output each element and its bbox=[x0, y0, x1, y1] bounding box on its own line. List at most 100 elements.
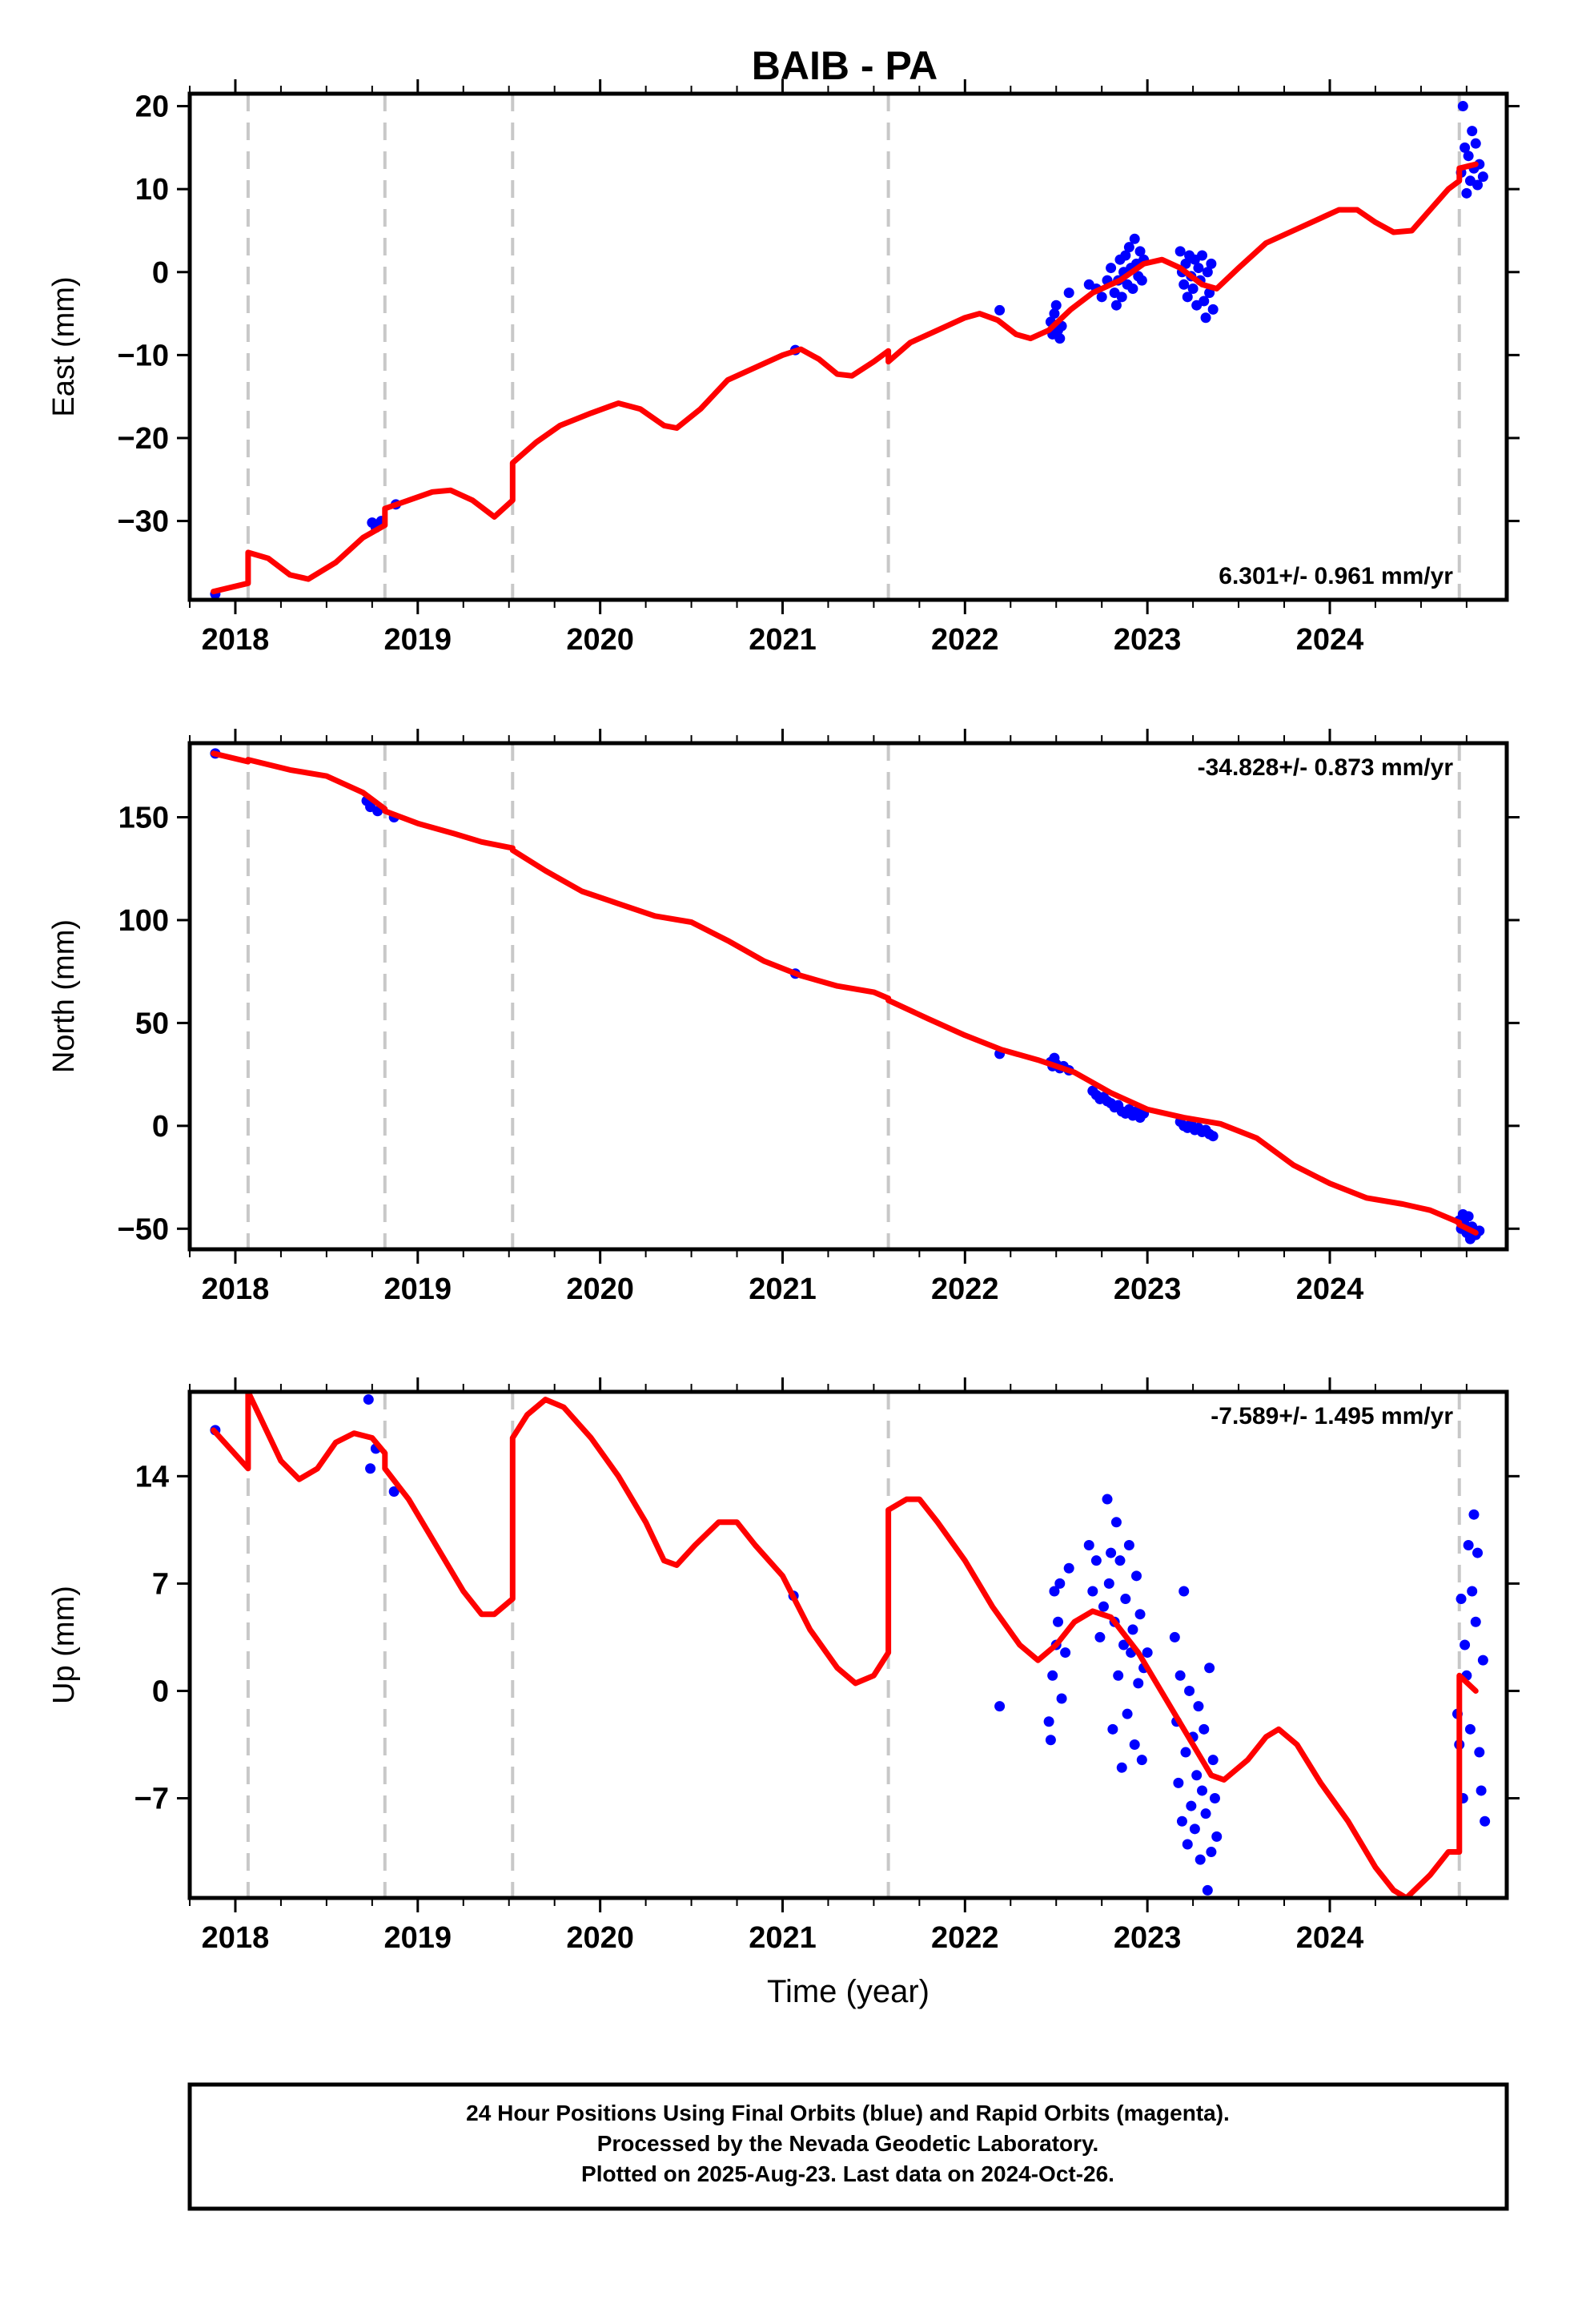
data-point bbox=[1184, 1685, 1195, 1696]
x-tick-label: 2022 bbox=[931, 623, 999, 657]
x-tick-label: 2019 bbox=[384, 1921, 452, 1955]
data-point bbox=[1467, 126, 1478, 137]
y-tick-label: 150 bbox=[118, 801, 169, 834]
data-point bbox=[1460, 142, 1471, 153]
x-tick-label: 2023 bbox=[1114, 1273, 1182, 1306]
data-point bbox=[1103, 1578, 1114, 1589]
x-tick-label: 2022 bbox=[931, 1273, 999, 1306]
y-tick-label: 100 bbox=[118, 904, 169, 938]
data-point bbox=[1470, 1616, 1481, 1627]
data-point bbox=[1209, 1793, 1220, 1804]
data-point bbox=[1197, 1785, 1208, 1796]
data-point bbox=[1477, 1655, 1488, 1666]
data-point bbox=[1182, 292, 1193, 303]
data-point bbox=[1054, 333, 1066, 344]
data-point bbox=[1043, 1716, 1054, 1727]
x-axis-label: Time (year) bbox=[767, 1974, 930, 2009]
data-point bbox=[1173, 1777, 1184, 1788]
data-point bbox=[1127, 283, 1138, 294]
data-point bbox=[1206, 258, 1217, 269]
x-tick-label: 2021 bbox=[749, 1921, 817, 1955]
rate-label: -7.589+/- 1.495 mm/yr bbox=[1211, 1403, 1453, 1429]
data-point bbox=[1202, 1884, 1213, 1896]
data-point bbox=[1098, 1601, 1109, 1612]
figure-title: BAIB - PA bbox=[752, 43, 938, 88]
data-point bbox=[1136, 1755, 1147, 1766]
data-point bbox=[1120, 1594, 1131, 1605]
data-point bbox=[1129, 1739, 1140, 1750]
data-point bbox=[1200, 1808, 1211, 1819]
data-point bbox=[1142, 1647, 1153, 1659]
x-tick-label: 2018 bbox=[202, 1273, 270, 1306]
y-tick-label: −7 bbox=[135, 1783, 169, 1816]
data-point bbox=[1207, 1131, 1219, 1142]
y-tick-label: 0 bbox=[152, 256, 169, 290]
data-point bbox=[1094, 1631, 1106, 1642]
data-point bbox=[1129, 233, 1140, 244]
data-point bbox=[363, 1394, 374, 1405]
data-point bbox=[1118, 1639, 1130, 1651]
data-point bbox=[1174, 1670, 1186, 1681]
data-point bbox=[1083, 1540, 1094, 1551]
data-point bbox=[1120, 250, 1131, 261]
y-tick-label: 0 bbox=[152, 1110, 169, 1144]
data-point bbox=[1090, 1555, 1102, 1566]
data-point bbox=[1476, 1785, 1487, 1796]
data-point bbox=[1206, 1847, 1217, 1858]
footer-box: 24 Hour Positions Using Final Orbits (bl… bbox=[187, 2082, 1509, 2211]
data-point bbox=[1180, 1747, 1191, 1758]
data-point bbox=[1199, 296, 1210, 307]
data-point bbox=[994, 1701, 1006, 1712]
data-point bbox=[1477, 171, 1488, 183]
data-point bbox=[1106, 263, 1117, 274]
data-point bbox=[1049, 308, 1060, 320]
y-axis-label: Up (mm) bbox=[47, 1586, 81, 1704]
data-point bbox=[1174, 246, 1186, 257]
x-tick-label: 2018 bbox=[202, 623, 270, 657]
x-tick-label: 2019 bbox=[384, 1273, 452, 1306]
x-tick-label: 2020 bbox=[566, 1273, 634, 1306]
plot-frame bbox=[187, 1389, 1509, 1900]
data-point bbox=[1200, 312, 1211, 324]
data-point bbox=[1054, 1578, 1066, 1589]
data-point bbox=[1193, 1701, 1204, 1712]
data-point bbox=[1182, 1839, 1193, 1850]
data-point bbox=[1169, 1631, 1180, 1642]
data-point bbox=[1191, 1770, 1203, 1781]
data-point bbox=[1049, 1586, 1060, 1597]
footer-line-2: Processed by the Nevada Geodetic Laborat… bbox=[597, 2131, 1099, 2156]
data-point bbox=[1472, 179, 1484, 191]
data-point bbox=[1127, 1624, 1138, 1635]
plot-frame bbox=[187, 91, 1509, 602]
data-point bbox=[1102, 1494, 1113, 1505]
data-point bbox=[1178, 1586, 1190, 1597]
data-point bbox=[1134, 246, 1146, 257]
data-point bbox=[1463, 1211, 1474, 1222]
y-tick-label: −20 bbox=[118, 422, 169, 456]
x-tick-label: 2019 bbox=[384, 623, 452, 657]
data-point bbox=[1110, 1517, 1122, 1528]
data-point bbox=[1063, 1562, 1074, 1574]
x-tick-label: 2020 bbox=[566, 623, 634, 657]
x-tick-label: 2023 bbox=[1114, 623, 1182, 657]
footer-frame bbox=[187, 2082, 1509, 2211]
data-point bbox=[1060, 1647, 1071, 1659]
data-point bbox=[1096, 292, 1107, 303]
data-point bbox=[1045, 1735, 1056, 1746]
data-point bbox=[1467, 1586, 1478, 1597]
model-line bbox=[211, 1392, 1479, 1898]
x-tick-label: 2024 bbox=[1296, 623, 1364, 657]
data-point bbox=[1463, 151, 1474, 162]
data-point bbox=[1461, 187, 1472, 199]
x-tick-label: 2023 bbox=[1114, 1921, 1182, 1955]
data-point bbox=[1199, 1723, 1210, 1735]
panels: −30 −20 −10 0 10 20 2018 2019 2020 2021 2022 2023 20… bbox=[47, 79, 1520, 2009]
data-point bbox=[1468, 1509, 1480, 1520]
data-point bbox=[1063, 287, 1074, 299]
x-tick-label: 2021 bbox=[749, 1273, 817, 1306]
data-point bbox=[1186, 1800, 1197, 1811]
y-tick-label: 20 bbox=[135, 90, 169, 124]
data-point bbox=[1207, 304, 1219, 315]
x-tick-label: 2020 bbox=[566, 1921, 634, 1955]
